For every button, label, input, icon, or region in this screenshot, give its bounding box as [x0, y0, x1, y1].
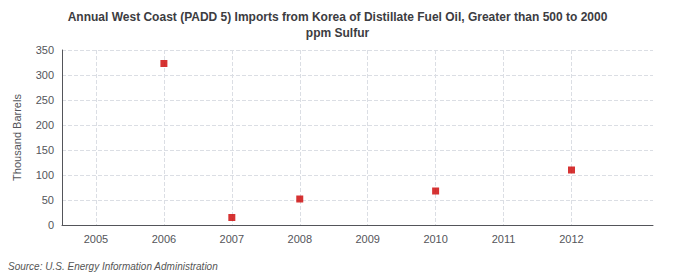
svg-text:150: 150 — [36, 144, 54, 156]
svg-text:2009: 2009 — [355, 233, 379, 245]
svg-text:Thousand Barrels: Thousand Barrels — [11, 94, 23, 181]
svg-text:Annual West Coast (PADD 5) Imp: Annual West Coast (PADD 5) Imports from … — [68, 10, 608, 24]
svg-text:200: 200 — [36, 119, 54, 131]
svg-text:300: 300 — [36, 69, 54, 81]
svg-text:2006: 2006 — [152, 233, 176, 245]
svg-text:2008: 2008 — [288, 233, 312, 245]
svg-text:2005: 2005 — [84, 233, 108, 245]
svg-text:ppm Sulfur: ppm Sulfur — [306, 26, 370, 40]
svg-text:100: 100 — [36, 169, 54, 181]
svg-text:2007: 2007 — [220, 233, 244, 245]
svg-text:0: 0 — [48, 219, 54, 231]
svg-text:2011: 2011 — [492, 233, 516, 245]
svg-text:50: 50 — [42, 194, 54, 206]
svg-text:250: 250 — [36, 94, 54, 106]
svg-text:2010: 2010 — [423, 233, 447, 245]
svg-text:350: 350 — [36, 44, 54, 56]
svg-text:Source: U.S. Energy Informatio: Source: U.S. Energy Information Administ… — [8, 261, 218, 272]
svg-text:2012: 2012 — [559, 233, 583, 245]
